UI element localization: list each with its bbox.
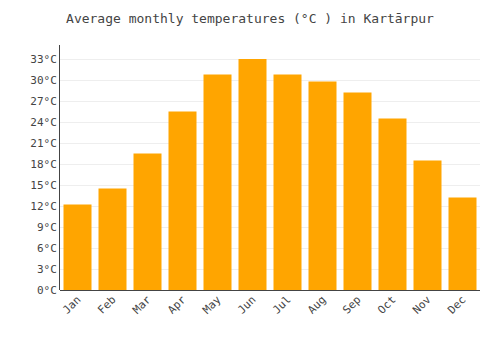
svg-text:Oct: Oct	[375, 293, 398, 316]
svg-text:Average monthly temperatures (: Average monthly temperatures (°C ) in Ka…	[66, 11, 434, 26]
svg-text:27°C: 27°C	[30, 95, 57, 108]
svg-text:Dec: Dec	[445, 293, 468, 316]
svg-text:30°C: 30°C	[30, 74, 57, 87]
svg-text:18°C: 18°C	[30, 158, 57, 171]
svg-text:Apr: Apr	[165, 293, 189, 317]
svg-text:Mar: Mar	[130, 293, 154, 317]
svg-text:Jun: Jun	[235, 293, 258, 316]
svg-text:33°C: 33°C	[30, 53, 57, 66]
svg-text:24°C: 24°C	[30, 116, 57, 129]
svg-text:Jul: Jul	[270, 293, 293, 316]
svg-text:12°C: 12°C	[30, 200, 57, 213]
svg-text:Feb: Feb	[95, 293, 118, 316]
svg-text:Jan: Jan	[60, 293, 83, 316]
svg-text:15°C: 15°C	[30, 179, 57, 192]
svg-text:Nov: Nov	[410, 293, 434, 317]
svg-text:Sep: Sep	[340, 293, 363, 316]
svg-text:3°C: 3°C	[37, 263, 57, 276]
svg-text:9°C: 9°C	[37, 221, 57, 234]
svg-text:May: May	[200, 293, 224, 317]
svg-text:Aug: Aug	[305, 293, 328, 316]
svg-text:21°C: 21°C	[30, 137, 57, 150]
svg-text:0°C: 0°C	[37, 284, 57, 297]
svg-text:6°C: 6°C	[37, 242, 57, 255]
